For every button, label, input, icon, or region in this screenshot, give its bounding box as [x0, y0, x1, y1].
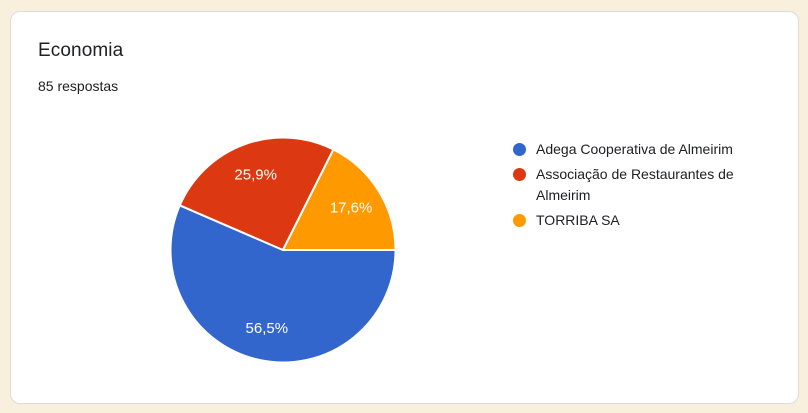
pie-slice-label-0: 56,5% — [246, 320, 289, 337]
pie-slice-1[interactable] — [178, 136, 335, 251]
legend-swatch-icon — [513, 143, 526, 156]
card-header: Economia 85 respostas — [38, 40, 123, 94]
legend-item-2: TORRIBA SA — [513, 210, 777, 231]
legend-swatch-icon — [513, 168, 526, 181]
legend-item-1: Associação de Restaurantes de Almeirim — [513, 164, 777, 206]
response-summary-card: Economia 85 respostas 56,5% 25,9% 17,6% Ad… — [10, 11, 799, 404]
question-title: Economia — [38, 40, 124, 61]
pie-slice-0[interactable] — [169, 204, 397, 364]
legend-item-label: Associação de Restaurantes de Almeirim — [536, 166, 734, 203]
legend-item-label: Adega Cooperativa de Almeirim — [536, 141, 733, 157]
legend: Adega Cooperativa de Almeirim Associação … — [513, 139, 777, 235]
pie-chart-svg: 56,5% 25,9% 17,6% — [169, 136, 397, 364]
legend-item-label: TORRIBA SA — [536, 212, 620, 228]
legend-swatch-icon — [513, 214, 526, 227]
pie-slice-label-2: 17,6% — [330, 200, 373, 217]
pie-slice-label-1: 25,9% — [234, 166, 277, 183]
responses-count: 85 respostas — [38, 78, 119, 94]
pie-slice-2[interactable] — [282, 148, 397, 251]
legend-item-0: Adega Cooperativa de Almeirim — [513, 139, 777, 160]
